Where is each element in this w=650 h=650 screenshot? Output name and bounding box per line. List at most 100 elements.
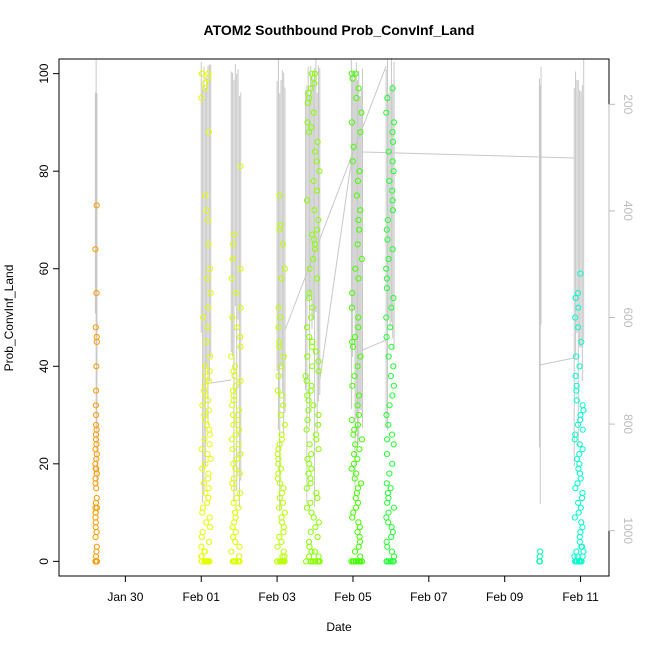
data-point — [576, 460, 583, 467]
data-point — [348, 558, 355, 565]
data-point — [356, 226, 363, 233]
data-point — [204, 397, 212, 404]
right-tick-label: 1000 — [621, 517, 635, 544]
data-point — [199, 529, 206, 536]
data-point — [306, 290, 313, 297]
data-point — [92, 246, 99, 253]
data-point — [387, 558, 394, 565]
data-point — [306, 265, 313, 272]
data-point — [93, 411, 100, 419]
data-point — [351, 372, 358, 380]
data-point — [309, 558, 316, 565]
data-point — [305, 90, 312, 97]
data-point — [574, 324, 582, 331]
data-point — [93, 441, 100, 448]
data-point — [237, 163, 244, 170]
data-point — [228, 548, 235, 555]
data-point — [207, 524, 214, 531]
data-point — [355, 499, 362, 506]
y-tick-label: 80 — [37, 164, 51, 178]
data-point — [231, 231, 238, 238]
x-tick-label: Jan 30 — [107, 590, 143, 604]
data-point — [201, 411, 208, 419]
x-axis-label: Date — [326, 620, 352, 634]
data-point — [579, 426, 586, 433]
pass-connector — [284, 65, 387, 331]
right-tick-label: 800 — [621, 414, 635, 434]
data-point — [352, 265, 359, 272]
data-point — [201, 548, 208, 555]
data-point — [198, 553, 205, 560]
data-point — [385, 148, 392, 155]
data-point — [383, 451, 390, 458]
data-point — [229, 387, 236, 394]
data-point — [304, 392, 311, 399]
data-point — [303, 324, 311, 331]
data-point — [302, 372, 309, 380]
data-point — [206, 426, 213, 433]
data-point — [349, 514, 356, 521]
chart-title: ATOM2 Southbound Prob_ConvInf_Land — [204, 22, 475, 38]
data-point — [308, 70, 315, 77]
right-axis: 200 400 600 800 1000 — [608, 94, 635, 544]
data-point — [278, 538, 285, 546]
data-point — [234, 416, 241, 423]
data-point — [303, 426, 310, 433]
data-point — [228, 436, 236, 443]
data-point — [276, 338, 283, 345]
data-point — [356, 411, 363, 419]
data-point — [390, 363, 397, 370]
data-point — [354, 241, 361, 248]
data-point — [305, 129, 312, 136]
data-point — [93, 290, 100, 297]
data-point — [304, 455, 311, 462]
data-point — [350, 558, 357, 565]
data-point — [313, 158, 320, 165]
data-point — [573, 455, 581, 462]
data-point — [579, 490, 586, 497]
data-point — [384, 436, 391, 443]
data-point — [232, 431, 239, 438]
data-point — [305, 407, 312, 414]
data-point — [383, 265, 390, 272]
data-point — [205, 129, 213, 136]
data-point — [348, 416, 355, 423]
y-tick-label: 0 — [37, 558, 51, 565]
data-point — [355, 392, 363, 399]
data-point — [576, 558, 583, 565]
data-point — [230, 475, 237, 482]
data-point — [352, 494, 359, 502]
data-point — [275, 324, 282, 331]
data-point — [199, 509, 206, 516]
data-point — [308, 124, 315, 131]
data-point — [281, 509, 288, 516]
data-point — [275, 372, 282, 380]
data-point — [384, 236, 391, 243]
data-point — [304, 416, 311, 423]
data-point — [230, 460, 237, 467]
data-point — [93, 202, 100, 209]
data-point — [310, 177, 317, 184]
data-point — [314, 533, 321, 541]
data-point — [232, 290, 240, 297]
data-point — [385, 255, 392, 263]
data-point — [202, 460, 209, 467]
data-point — [303, 485, 310, 492]
data-point — [277, 411, 284, 419]
data-point — [355, 216, 362, 224]
data-point — [579, 524, 586, 531]
data-point — [349, 382, 356, 389]
data-point — [306, 553, 313, 560]
data-point — [315, 216, 322, 224]
data-point — [277, 221, 284, 228]
data-point — [237, 265, 244, 272]
data-point — [573, 548, 580, 555]
data-point — [390, 168, 397, 175]
data-point — [384, 490, 391, 497]
plot-frame — [58, 58, 610, 577]
data-point — [205, 470, 212, 477]
data-point — [349, 290, 356, 297]
data-point — [575, 304, 582, 311]
data-point — [389, 187, 396, 194]
data-point — [93, 529, 100, 536]
